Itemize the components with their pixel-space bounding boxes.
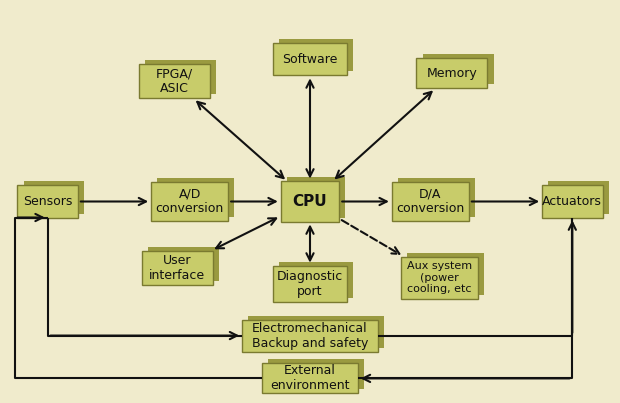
- Text: D/A
conversion: D/A conversion: [396, 187, 464, 216]
- FancyBboxPatch shape: [142, 251, 213, 285]
- FancyBboxPatch shape: [279, 39, 353, 71]
- Text: FPGA/
ASIC: FPGA/ ASIC: [156, 67, 193, 96]
- FancyBboxPatch shape: [248, 316, 384, 347]
- FancyBboxPatch shape: [417, 58, 487, 88]
- Text: Electromechanical
Backup and safety: Electromechanical Backup and safety: [252, 322, 368, 349]
- FancyBboxPatch shape: [139, 64, 210, 98]
- FancyBboxPatch shape: [268, 359, 364, 389]
- FancyBboxPatch shape: [24, 181, 84, 214]
- FancyBboxPatch shape: [423, 54, 494, 85]
- FancyBboxPatch shape: [287, 177, 345, 218]
- FancyBboxPatch shape: [145, 60, 216, 94]
- FancyBboxPatch shape: [392, 183, 469, 220]
- Text: Sensors: Sensors: [23, 195, 73, 208]
- Text: Software: Software: [282, 53, 338, 66]
- Text: Diagnostic
port: Diagnostic port: [277, 270, 343, 297]
- FancyBboxPatch shape: [542, 185, 603, 218]
- FancyBboxPatch shape: [398, 179, 475, 216]
- Text: External
environment: External environment: [270, 364, 350, 393]
- Text: User
interface: User interface: [149, 253, 205, 282]
- FancyBboxPatch shape: [273, 44, 347, 75]
- FancyBboxPatch shape: [262, 364, 358, 393]
- FancyBboxPatch shape: [548, 181, 609, 214]
- FancyBboxPatch shape: [157, 179, 234, 216]
- Text: CPU: CPU: [293, 194, 327, 209]
- Text: Aux system
(power
cooling, etc: Aux system (power cooling, etc: [407, 261, 472, 294]
- Text: A/D
conversion: A/D conversion: [156, 187, 224, 216]
- FancyBboxPatch shape: [148, 247, 219, 280]
- FancyBboxPatch shape: [17, 185, 78, 218]
- FancyBboxPatch shape: [401, 257, 478, 299]
- FancyBboxPatch shape: [273, 266, 347, 301]
- FancyBboxPatch shape: [407, 253, 484, 295]
- FancyBboxPatch shape: [281, 181, 339, 222]
- Text: Actuators: Actuators: [542, 195, 602, 208]
- Text: Memory: Memory: [427, 67, 477, 80]
- FancyBboxPatch shape: [242, 320, 378, 351]
- FancyBboxPatch shape: [151, 183, 228, 220]
- FancyBboxPatch shape: [279, 262, 353, 297]
